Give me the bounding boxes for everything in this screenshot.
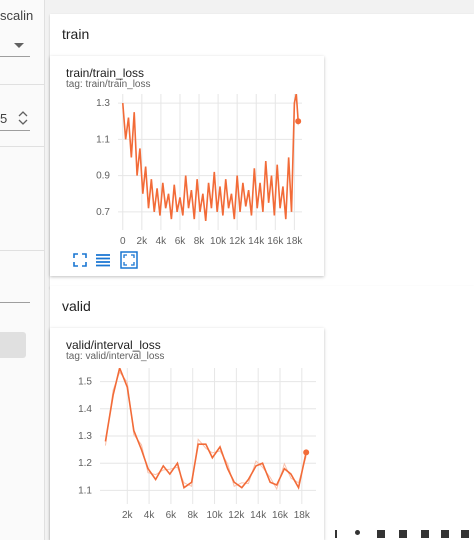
valid-interval-loss-card: valid/interval_loss tag: valid/interval_…	[50, 328, 324, 540]
more-icon[interactable]	[461, 530, 469, 538]
x-tick-label: 18k	[294, 510, 311, 521]
last-point-marker	[303, 449, 310, 456]
x-tick-label: 0	[120, 236, 126, 247]
train-loss-chart[interactable]: 0 2k 4k 6k 8k 10k 12k 14k 16k 18k 0.7 0.9 1.1 1.3	[50, 56, 324, 276]
series-raw-line	[104, 371, 307, 491]
x-tick-label: 14k	[248, 236, 265, 247]
x-tick-label: 12k	[228, 510, 245, 521]
dropdown-underline	[0, 56, 30, 57]
download-icon[interactable]	[377, 530, 385, 538]
card-tag: tag: train/train_loss	[66, 79, 151, 90]
settings-icon[interactable]	[421, 530, 429, 538]
section-title-valid: valid	[62, 298, 91, 314]
section-title-train: train	[62, 26, 90, 42]
x-tick-label: 2k	[122, 510, 134, 521]
x-tick-label: 16k	[272, 510, 289, 521]
x-tick-label: 8k	[194, 236, 206, 247]
series-line	[121, 94, 299, 222]
x-tick-label: 14k	[250, 510, 267, 521]
x-tick-label: 6k	[175, 236, 187, 247]
card-title: train/train_loss	[66, 66, 145, 80]
updown-arrows-icon[interactable]	[18, 111, 28, 125]
caret-down-icon[interactable]	[14, 42, 24, 50]
train-loss-card: train/train_loss tag: train/train_loss 0…	[50, 56, 324, 276]
y-tick-label: 1.3	[78, 431, 92, 442]
last-point-marker	[295, 118, 302, 125]
y-tick-label: 0.9	[96, 171, 110, 182]
x-tick-label: 18k	[286, 236, 303, 247]
x-tick-label: 4k	[144, 510, 156, 521]
y-tick-label: 1.3	[96, 98, 110, 109]
y-tick-label: 1.1	[96, 134, 110, 145]
bottom-toolbar	[335, 530, 474, 540]
x-tick-label: 6k	[166, 510, 178, 521]
x-tick-label: 16k	[267, 236, 284, 247]
y-tick-label: 1.2	[78, 458, 92, 469]
fit-domain-icon[interactable]	[120, 251, 138, 269]
settings-sidebar: scalin 5	[0, 0, 45, 540]
stepper-value[interactable]: 5	[0, 111, 8, 126]
smoothing-scaling-label: scalin	[0, 8, 34, 23]
valid-interval-loss-chart[interactable]: 2k 4k 6k 8k 10k 12k 14k 16k 18k 1.1 1.2 1.3 1.4 1.5	[50, 328, 324, 540]
sidebar-divider-2	[0, 146, 44, 147]
x-tick-label: 4k	[156, 236, 168, 247]
separator-icon	[335, 530, 337, 538]
input-underline	[0, 302, 30, 303]
x-tick-label: 10k	[210, 236, 227, 247]
card-tag: tag: valid/interval_loss	[66, 351, 165, 362]
y-tick-label: 1.5	[78, 377, 92, 388]
y-tick-label: 1.1	[78, 485, 92, 496]
fullscreen-icon[interactable]	[72, 252, 88, 268]
x-tick-label: 10k	[206, 510, 223, 521]
save-icon[interactable]	[441, 530, 449, 538]
sidebar-button[interactable]	[0, 332, 26, 358]
sidebar-divider	[0, 84, 44, 85]
y-tick-label: 1.4	[78, 404, 92, 415]
card-title: valid/interval_loss	[66, 338, 161, 352]
data-table-icon[interactable]	[95, 252, 111, 268]
y-tick-label: 0.7	[96, 207, 110, 218]
stepper-underline	[0, 130, 30, 131]
x-tick-label: 8k	[187, 510, 199, 521]
expand-icon[interactable]	[399, 530, 407, 538]
x-tick-label: 2k	[137, 236, 149, 247]
x-tick-label: 12k	[229, 236, 246, 247]
dot-icon[interactable]	[355, 530, 360, 535]
series-line	[104, 368, 307, 490]
sidebar-divider-3	[0, 250, 44, 251]
